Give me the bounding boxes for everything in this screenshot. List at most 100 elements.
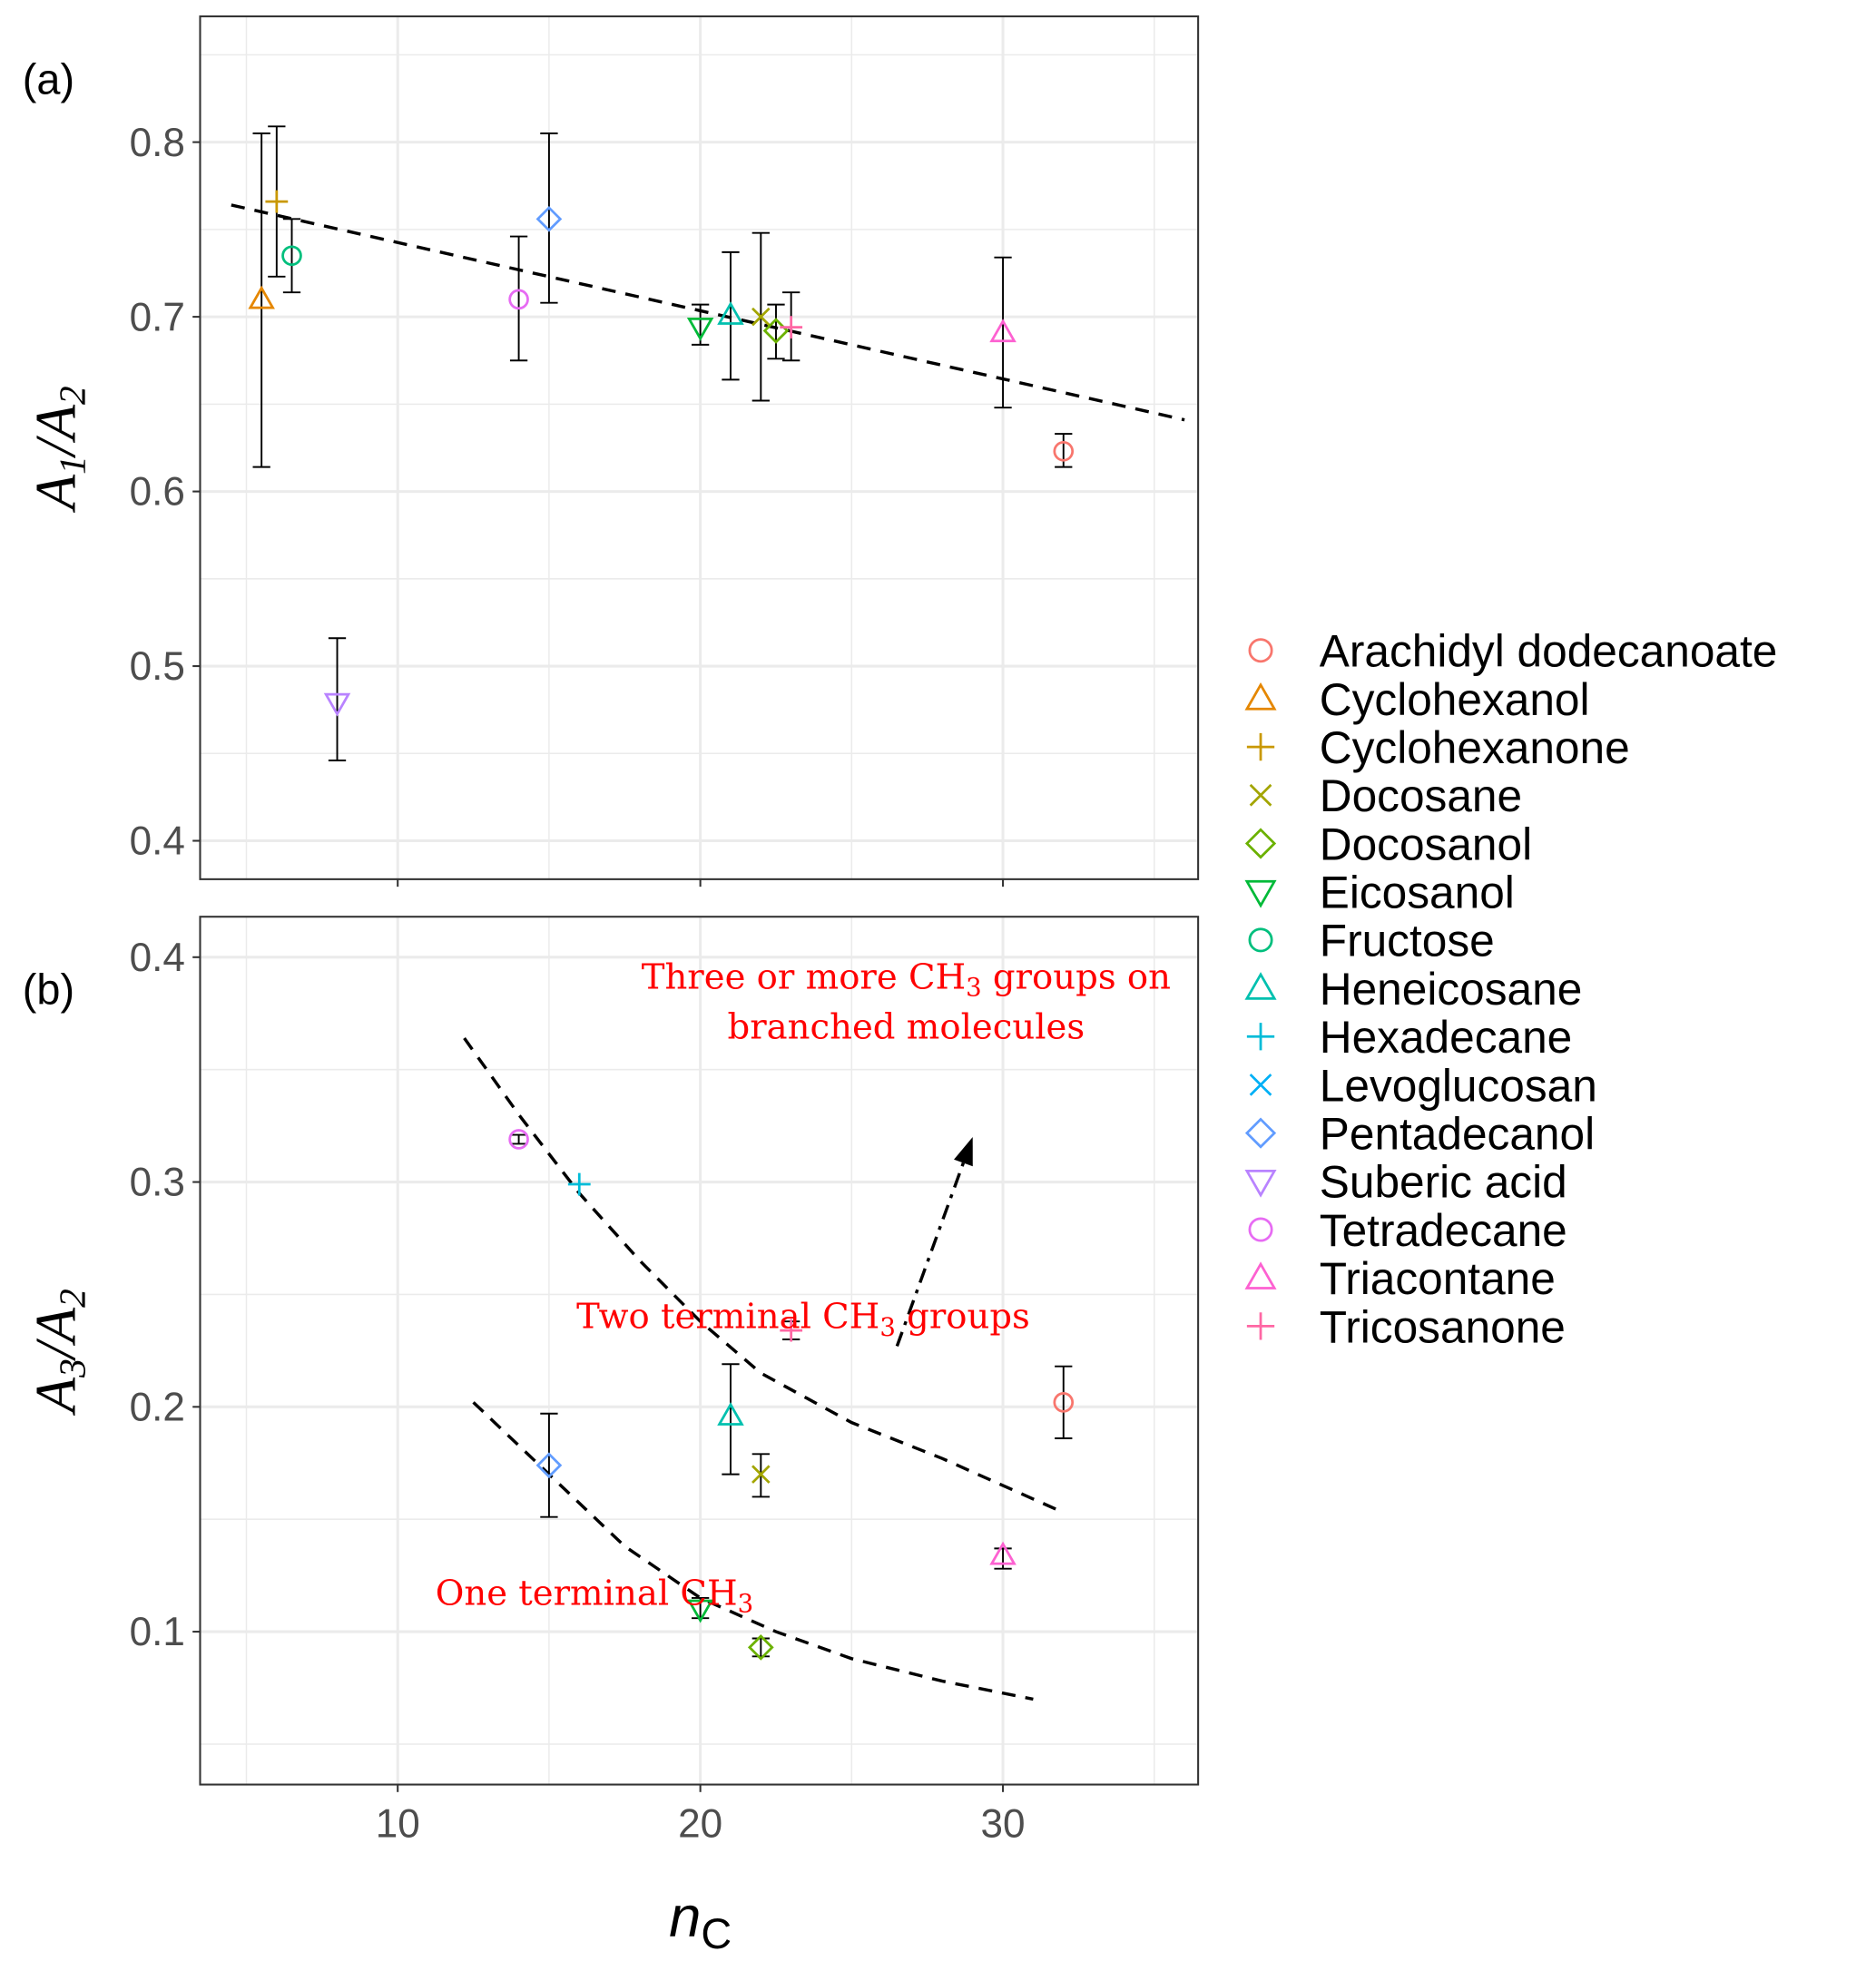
marker-triangle	[989, 1541, 1017, 1565]
y-tick-label: 0.3	[130, 1161, 185, 1205]
annotation: Three or more CH3 groups on	[642, 956, 1171, 1002]
subscript: 2	[52, 386, 93, 405]
y-tick-label: 0.5	[130, 644, 185, 689]
data-point-heneicosane	[717, 1402, 744, 1426]
data-point-pentadecanol	[535, 1452, 563, 1479]
legend-key-icon	[1244, 682, 1277, 711]
legend-label: Triacontane	[1320, 1253, 1556, 1304]
error-bar	[994, 256, 1012, 409]
marker-circle	[1053, 1392, 1075, 1413]
legend-label: Cyclohexanol	[1320, 674, 1590, 725]
marker-cross	[1249, 783, 1272, 807]
annotation: Two terminal CH3 groups	[576, 1297, 1030, 1342]
marker-triangle-down	[1244, 1170, 1277, 1198]
x-tick-label: 20	[678, 1801, 722, 1846]
legend-item: Tricosanone	[1246, 1301, 1566, 1352]
legend-item: Docosane	[1249, 770, 1522, 821]
marker-triangle-down	[686, 317, 714, 341]
two-terminal-ch3-fit	[463, 1036, 1065, 1515]
legend-label: Docosane	[1320, 770, 1522, 821]
marker-diamond	[747, 1634, 774, 1661]
error-bar	[540, 1412, 558, 1518]
y-tick-label: 0.6	[130, 470, 185, 515]
marker-diamond	[1244, 828, 1277, 859]
data-point-cyclohexanone	[265, 190, 289, 213]
marker-triangle	[248, 285, 275, 309]
y-axis-title-part: /A	[25, 1308, 88, 1362]
legend-key-icon	[1244, 1261, 1277, 1289]
marker-circle	[281, 245, 302, 267]
data-point-tricosanone	[780, 1319, 803, 1342]
legend-item: Levoglucosan	[1249, 1060, 1597, 1111]
y-tick-label: 0.1	[130, 1610, 185, 1654]
data-point-tricosanone	[780, 316, 803, 339]
error-bar	[994, 1547, 1012, 1570]
marker-triangle	[1244, 1261, 1277, 1289]
error-bar	[282, 218, 301, 294]
panel-label: (b)	[23, 966, 74, 1014]
y-tick-label: 0.4	[130, 936, 185, 980]
data-point-fructose	[281, 245, 302, 267]
legend-label: Suberic acid	[1320, 1157, 1567, 1208]
y-axis-title: A1/A2	[25, 386, 93, 513]
legend-key-icon	[1249, 1074, 1272, 1096]
marker-triangle-down	[686, 1599, 714, 1623]
panel-border	[199, 916, 1200, 1786]
marker-plus	[780, 316, 803, 339]
subscript: 3	[738, 1590, 754, 1619]
arrowhead	[954, 1137, 973, 1167]
marker-cross	[751, 307, 771, 327]
legend-item: Hexadecane	[1246, 1012, 1572, 1063]
marker-plus	[1246, 1312, 1275, 1340]
legend-item: Heneicosane	[1244, 964, 1582, 1015]
data-point-hexadecane	[567, 1172, 591, 1196]
legend-label: Levoglucosan	[1320, 1060, 1597, 1111]
panel-border	[199, 15, 1200, 880]
legend-key-icon	[1244, 828, 1277, 859]
marker-circle	[1248, 927, 1273, 953]
legend-key-icon	[1244, 1170, 1277, 1198]
panel-label: (a)	[23, 55, 74, 103]
error-bar	[540, 132, 558, 304]
marker-cross	[1249, 1074, 1272, 1096]
data-point-tetradecane	[508, 289, 529, 310]
data-point-eicosanol	[686, 317, 714, 341]
subscript: 3	[52, 1358, 93, 1378]
annotation-part: Two terminal CH	[576, 1297, 879, 1338]
linear-trend	[231, 203, 1185, 422]
marker-triangle-down	[323, 692, 351, 717]
annotation-part: Three or more CH	[642, 956, 966, 997]
marker-circle	[1248, 638, 1273, 663]
legend-item: Tetradecane	[1248, 1205, 1567, 1256]
y-axis-title-part: /A	[25, 405, 88, 459]
error-bar	[767, 303, 785, 360]
legend-key-icon	[1246, 1023, 1275, 1051]
annotation: One terminal CH3	[436, 1573, 753, 1618]
marker-triangle	[989, 319, 1017, 343]
x-tick-label: 30	[981, 1801, 1026, 1846]
error-bar	[328, 637, 347, 761]
annotation-part: groups on	[982, 956, 1171, 997]
data-point-docosane	[751, 1465, 771, 1484]
y-tick-label: 0.8	[130, 121, 185, 165]
annotation-part: One terminal CH	[436, 1573, 738, 1613]
data-point-cyclohexanol	[248, 285, 275, 309]
legend-item: Cyclohexanone	[1246, 722, 1630, 773]
marker-triangle	[1244, 972, 1277, 1000]
data-point-docosane	[751, 307, 771, 327]
marker-diamond	[535, 205, 563, 232]
annotation: branched molecules	[728, 1007, 1085, 1048]
legend-label: Cyclohexanone	[1320, 722, 1630, 773]
legend-label: Fructose	[1320, 916, 1495, 966]
legend-label: Eicosanol	[1320, 868, 1515, 918]
legend-key-icon	[1246, 1312, 1275, 1340]
legend-label: Pentadecanol	[1320, 1109, 1595, 1160]
legend-key-icon	[1248, 927, 1273, 953]
marker-diamond	[1244, 1117, 1277, 1149]
legend-label: Arachidyl dodecanoate	[1320, 626, 1778, 677]
data-point-triacontane	[989, 1541, 1017, 1565]
legend-item: Fructose	[1248, 916, 1495, 966]
legend-label: Hexadecane	[1320, 1012, 1572, 1063]
